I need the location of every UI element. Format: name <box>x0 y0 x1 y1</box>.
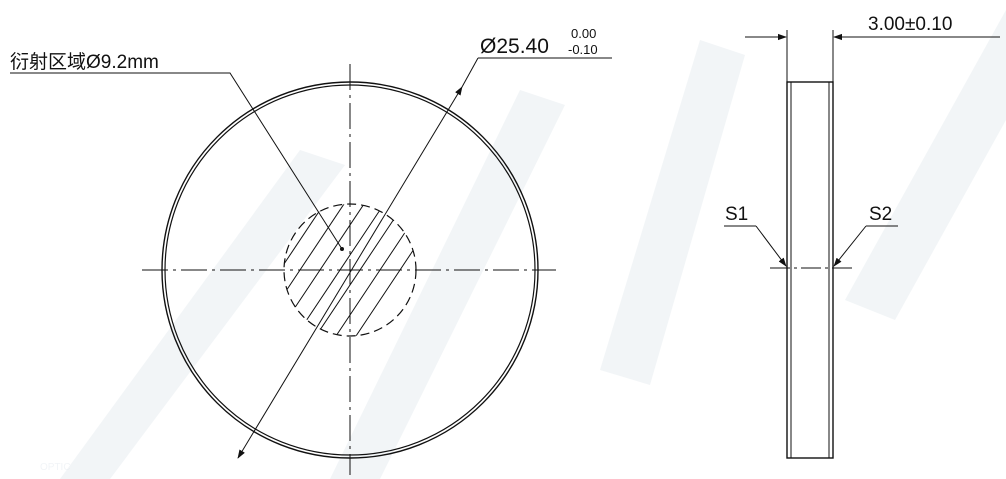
diameter-label: Ø25.40 <box>480 35 549 58</box>
leader-dot <box>340 247 344 251</box>
s2-label: S2 <box>869 204 892 225</box>
watermark-text: OPTIC <box>40 462 71 473</box>
s2-leader <box>833 225 867 267</box>
diameter-dimension-line <box>237 86 463 459</box>
side-view: 3.00±0.10 S1 S2 <box>724 14 1000 459</box>
diameter-tol-lower: -0.10 <box>568 42 598 57</box>
s1-leader <box>755 225 787 267</box>
diameter-leader <box>461 57 479 88</box>
diameter-tol-upper: 0.00 <box>571 26 596 41</box>
s1-label: S1 <box>725 204 748 225</box>
diffraction-area-label: 衍射区域Ø9.2mm <box>10 51 159 73</box>
thickness-label: 3.00±0.10 <box>868 14 952 35</box>
lens-side-profile <box>786 81 834 459</box>
front-view: 衍射区域Ø9.2mm Ø25.40 0.00 -0.10 <box>10 26 612 475</box>
watermark: OPTIC <box>40 10 1006 479</box>
